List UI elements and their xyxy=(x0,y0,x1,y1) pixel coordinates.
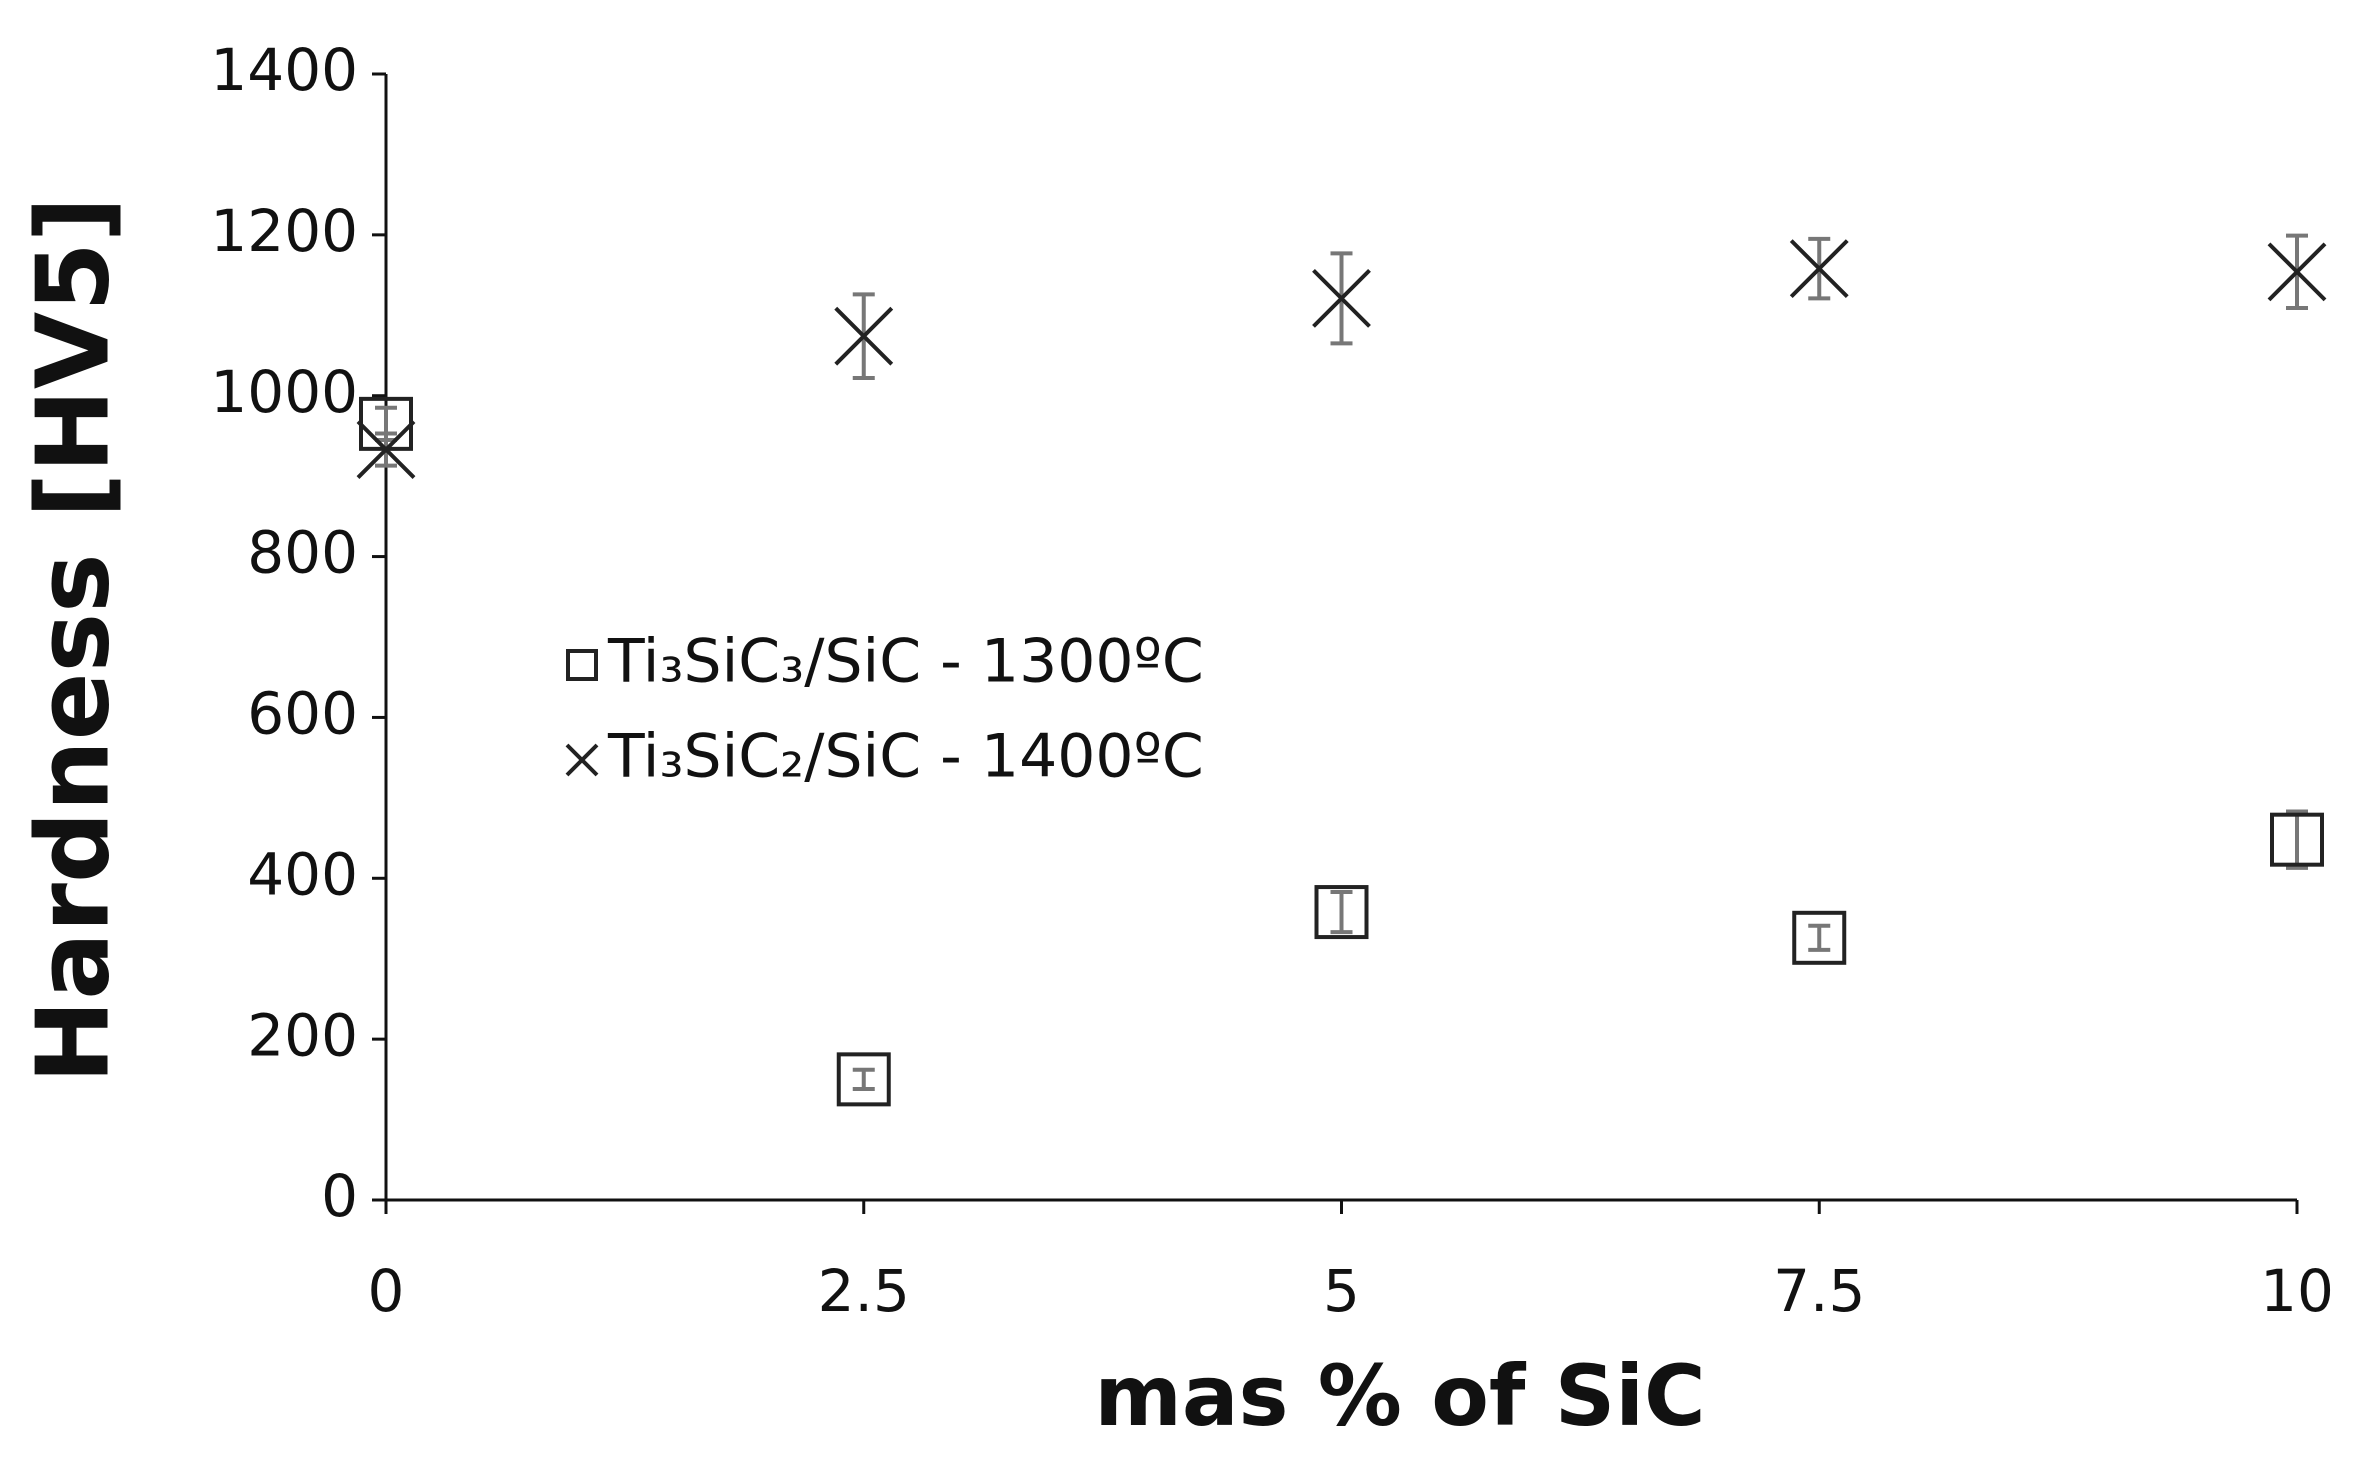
y-tick-label: 1400 xyxy=(210,36,358,104)
y-tick-label: 400 xyxy=(247,840,358,908)
data-point xyxy=(356,420,416,480)
x-axis-title: mas % of SiC xyxy=(1094,1347,1705,1445)
data-point xyxy=(2270,812,2324,867)
data-point xyxy=(1792,910,1847,965)
error-bar xyxy=(1330,889,1353,935)
y-tick-label: 200 xyxy=(247,1001,358,1069)
error-bar xyxy=(1808,923,1831,952)
data-point xyxy=(834,306,894,366)
data-point xyxy=(1789,239,1849,299)
y-tick-label: 1000 xyxy=(210,358,358,426)
legend-label: Ti₃SiC₂/SiC - 1400ºC xyxy=(607,722,1204,792)
legend-marker xyxy=(566,649,598,681)
x-tick-label: 10 xyxy=(2260,1257,2334,1325)
error-bar xyxy=(2286,809,2308,870)
legend-label: Ti₃SiC₃/SiC - 1300ºC xyxy=(607,627,1204,697)
y-axis-title: Hardness [HV5] xyxy=(14,196,131,1083)
y-tick-label: 600 xyxy=(247,680,358,748)
data-point xyxy=(1314,885,1369,940)
legend-marker xyxy=(565,743,599,777)
error-bar xyxy=(852,1067,875,1092)
x-tick-label: 0 xyxy=(368,1257,405,1325)
x-tick-label: 7.5 xyxy=(1773,1257,1865,1325)
data-point xyxy=(2267,242,2327,302)
x-tick-label: 5 xyxy=(1323,1257,1360,1325)
y-tick-label: 800 xyxy=(247,519,358,587)
y-tick-label: 1200 xyxy=(210,197,358,265)
data-point xyxy=(836,1052,891,1107)
x-tick-label: 2.5 xyxy=(818,1257,910,1325)
y-tick-label: 0 xyxy=(321,1162,358,1230)
data-point xyxy=(1312,268,1371,328)
